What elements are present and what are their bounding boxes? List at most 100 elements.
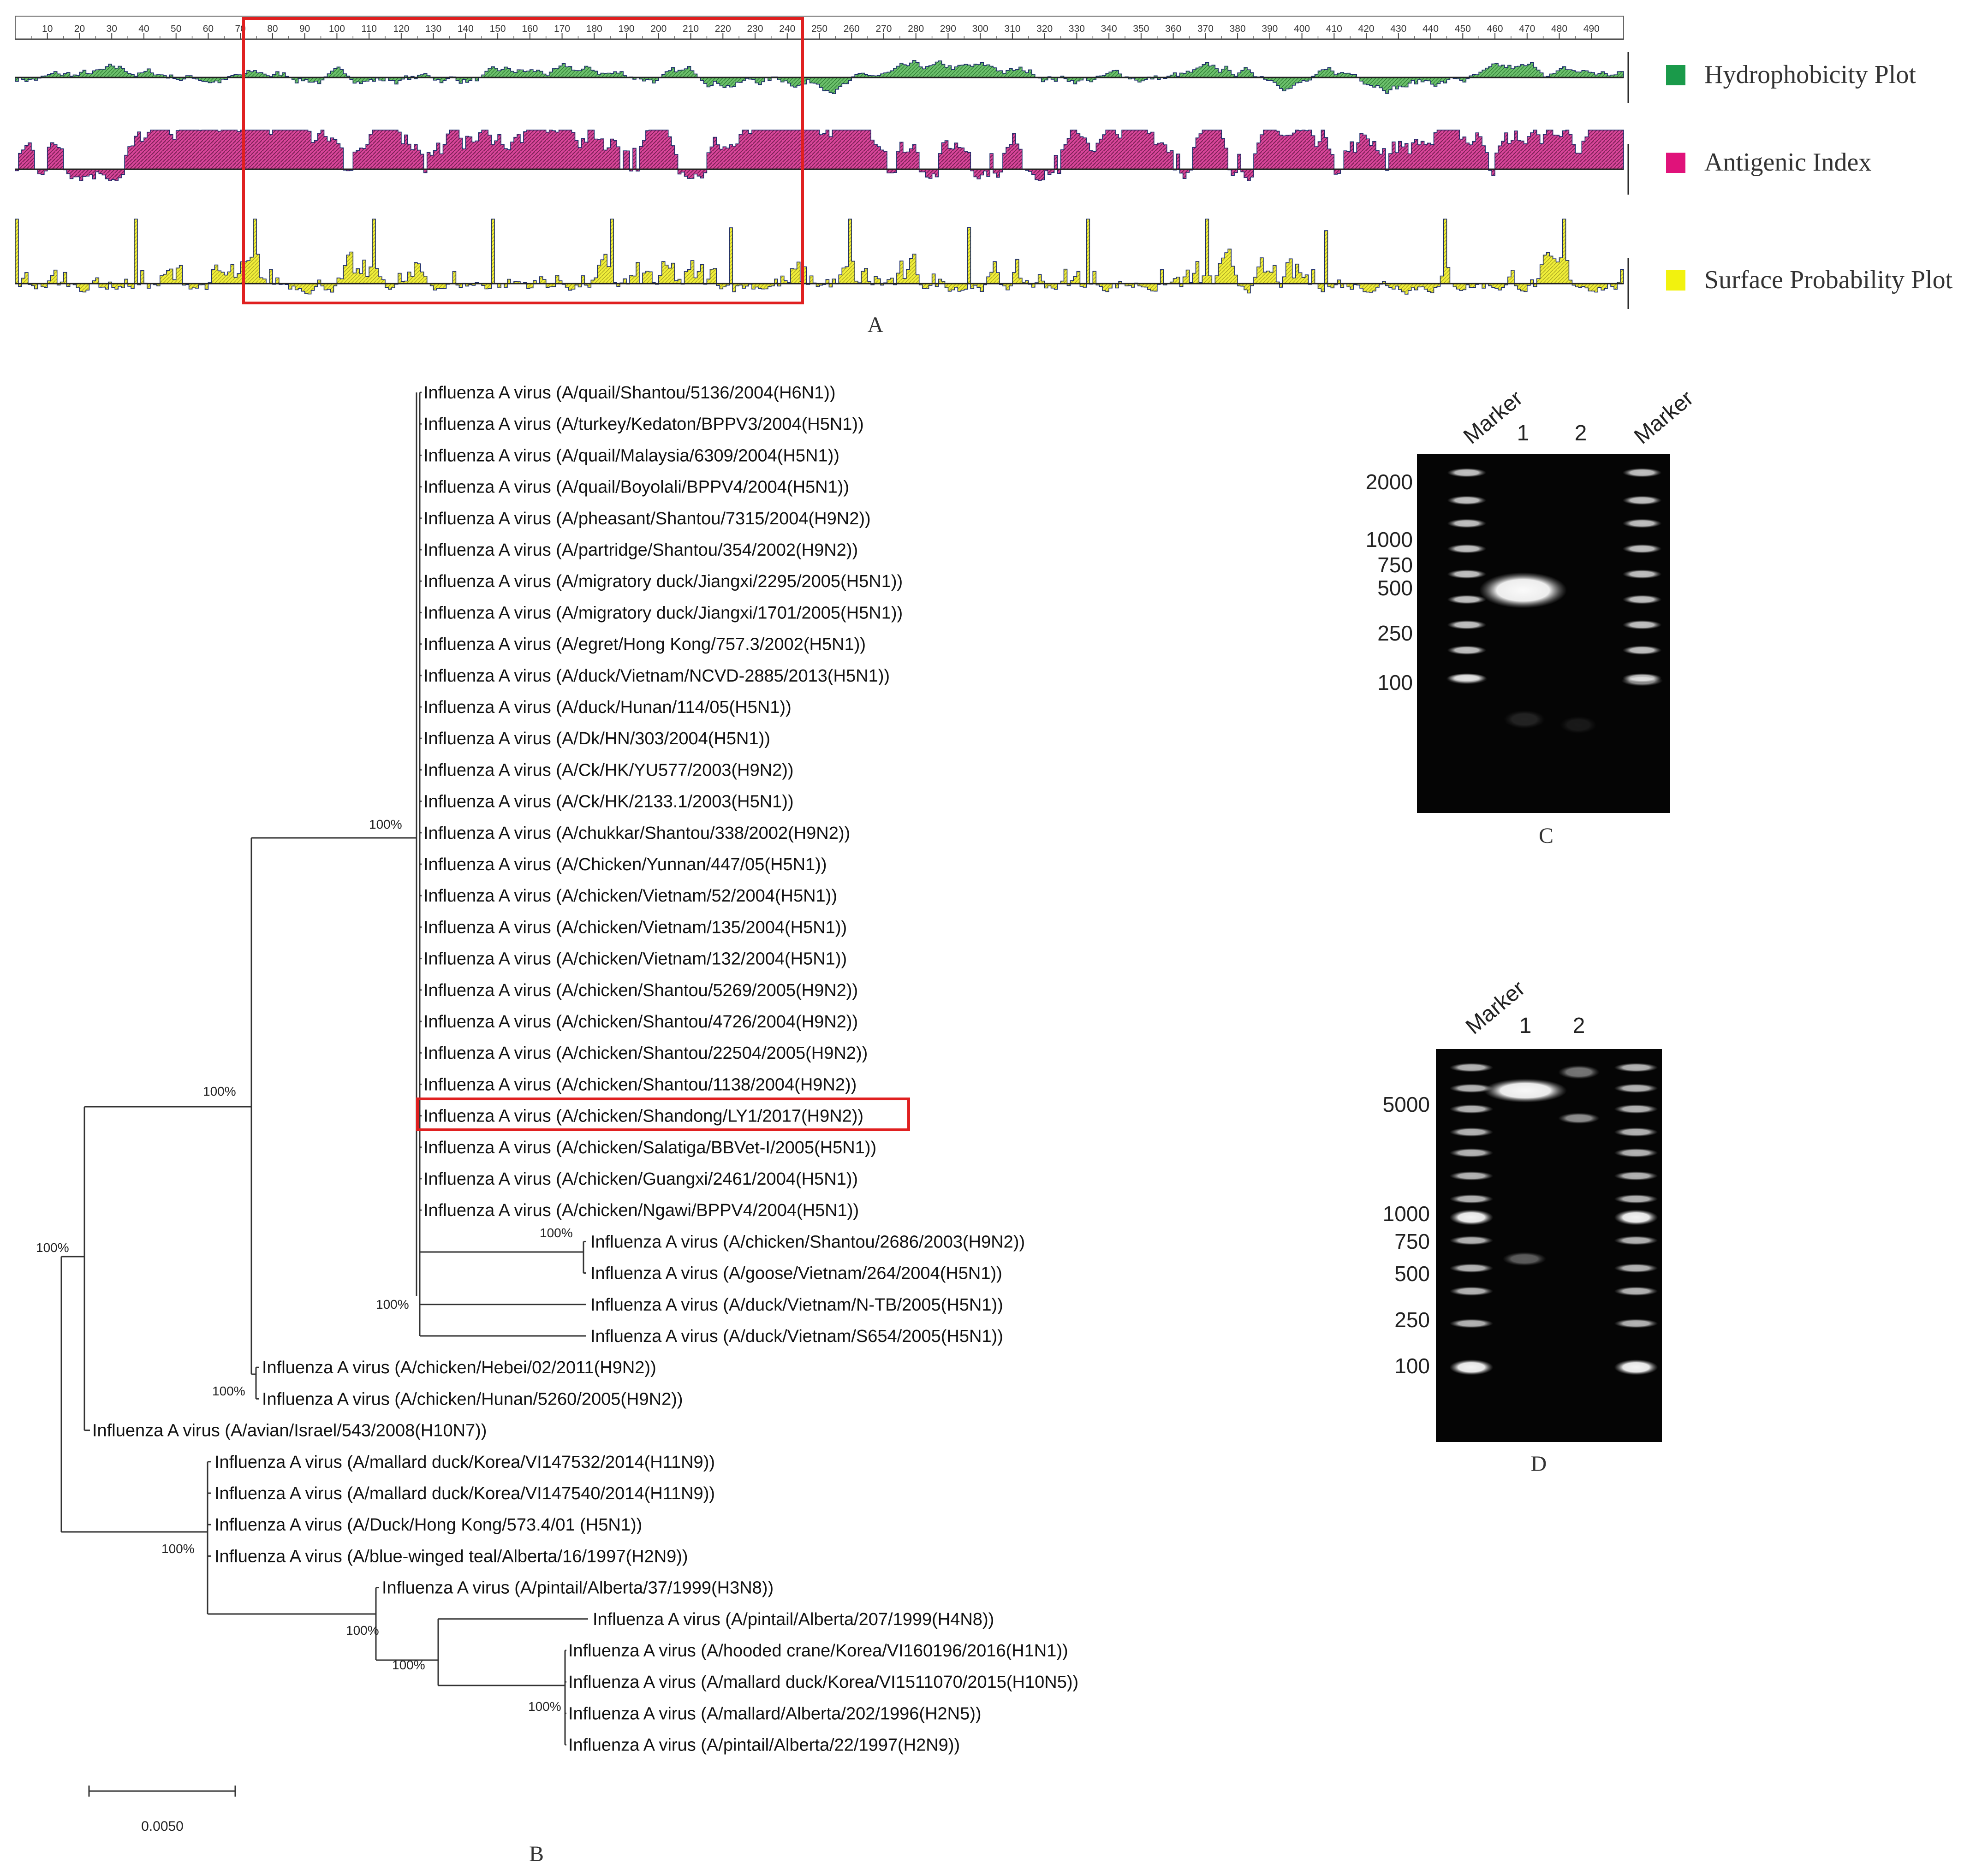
- tree-bootstrap-values: 100% 100% 100% 100% 100% 100% 100% 100% 100% 100%: [36, 817, 573, 1714]
- ruler-tick-label: 360: [1165, 24, 1181, 34]
- highlighted-taxon-box: [416, 1098, 910, 1131]
- taxon-label: Influenza A virus (A/quail/Shantou/5136/…: [423, 383, 836, 403]
- bootstrap-value: 100%: [203, 1084, 236, 1098]
- ladder-band: [1449, 1063, 1494, 1072]
- ruler-tick-label: 50: [171, 24, 181, 34]
- ladder-band: [1449, 1287, 1494, 1296]
- lane-label: 1: [1519, 1014, 1532, 1038]
- taxon-label: Influenza A virus (A/Duck/Hong Kong/573.…: [214, 1515, 642, 1535]
- ruler-tick-label: 400: [1294, 24, 1310, 34]
- taxon-label: Influenza A virus (A/quail/Boyolali/BPPV…: [423, 478, 849, 497]
- taxon-label: Influenza A virus (A/goose/Vietnam/264/2…: [590, 1264, 1002, 1283]
- ladder-band: [1449, 1104, 1494, 1114]
- ladder-band: [1449, 1210, 1494, 1225]
- ladder-band: [1614, 1264, 1658, 1273]
- taxon-label: Influenza A virus (A/chicken/Shantou/472…: [423, 1012, 858, 1032]
- ladder-size-label: 1000: [1366, 528, 1413, 552]
- taxon-label: Influenza A virus (A/duck/Vietnam/S654/2…: [590, 1327, 1003, 1346]
- legend-swatch: [1666, 153, 1685, 173]
- taxon-label: Influenza A virus (A/chicken/Vietnam/132…: [423, 949, 847, 969]
- taxon-label: Influenza A virus (A/mallard duck/Korea/…: [214, 1484, 715, 1503]
- ladder-band: [1449, 1194, 1494, 1204]
- ladder-band: [1447, 519, 1487, 528]
- taxon-label: Influenza A virus (A/partridge/Shantou/3…: [423, 540, 858, 560]
- ladder-band: [1449, 1236, 1494, 1245]
- ruler-tick-label: 90: [299, 24, 310, 34]
- ruler-tick-label: 240: [779, 24, 795, 34]
- ladder-band: [1614, 1127, 1658, 1137]
- bootstrap-value: 100%: [212, 1384, 245, 1398]
- ruler-tick-label: 30: [107, 24, 117, 34]
- lane-label: 1: [1517, 421, 1530, 445]
- ladder-band: [1622, 468, 1662, 477]
- ladder-size-label: 250: [1394, 1308, 1430, 1332]
- ladder-band: [1622, 519, 1662, 528]
- ruler-tick-label: 340: [1101, 24, 1117, 34]
- ladder-band: [1614, 1148, 1658, 1157]
- gel-c-image: [1417, 454, 1670, 813]
- ruler-tick-label: 220: [715, 24, 731, 34]
- ladder-band: [1614, 1210, 1658, 1225]
- taxon-label: Influenza A virus (A/pintail/Alberta/22/…: [568, 1736, 960, 1755]
- ruler-tick-label: 290: [940, 24, 956, 34]
- ruler-tick-label: 80: [267, 24, 278, 34]
- taxon-label: Influenza A virus (A/mallard duck/Korea/…: [214, 1453, 715, 1472]
- taxon-label: Influenza A virus (A/chicken/Shantou/113…: [423, 1075, 857, 1094]
- ruler-tick-label: 310: [1004, 24, 1020, 34]
- ruler-tick-label: 480: [1551, 24, 1567, 34]
- ruler-tick-label: 190: [619, 24, 635, 34]
- taxon-label: Influenza A virus (A/chicken/Vietnam/135…: [423, 918, 847, 937]
- ladder-size-label: 2000: [1366, 470, 1413, 494]
- ladder-band: [1622, 595, 1662, 604]
- ruler-tick-label: 280: [908, 24, 924, 34]
- taxon-label: Influenza A virus (A/Ck/HK/2133.1/2003(H…: [423, 792, 794, 812]
- taxon-label: Influenza A virus (A/chicken/Vietnam/52/…: [423, 886, 837, 906]
- taxon-label: Influenza A virus (A/pintail/Alberta/207…: [593, 1610, 994, 1629]
- tree-taxa: Influenza A virus (A/quail/Shantou/5136/…: [92, 383, 1078, 1755]
- pcr-product-band: [1479, 572, 1567, 608]
- ruler-tick-label: 350: [1133, 24, 1149, 34]
- ruler-tick-label: 210: [683, 24, 699, 34]
- taxon-label: Influenza A virus (A/duck/Vietnam/N-TB/2…: [590, 1295, 1003, 1315]
- ladder-band: [1622, 544, 1662, 553]
- ladder-band: [1449, 1127, 1494, 1137]
- taxon-label: Influenza A virus (A/chicken/Hebei/02/20…: [262, 1358, 656, 1377]
- ladder-size-label: 500: [1394, 1262, 1430, 1286]
- taxon-label: Influenza A virus (A/pintail/Alberta/37/…: [382, 1578, 774, 1598]
- bootstrap-value: 100%: [369, 817, 402, 831]
- ladder-band: [1614, 1171, 1658, 1181]
- ruler-tick-label: 140: [458, 24, 474, 34]
- taxon-label: Influenza A virus (A/avian/Israel/543/20…: [92, 1421, 487, 1441]
- ladder-size-label: 500: [1377, 576, 1413, 600]
- taxon-label: Influenza A virus (A/migratory duck/Jian…: [423, 572, 903, 591]
- antigenic-index-profile: [15, 130, 1624, 181]
- ladder-band: [1449, 1084, 1494, 1093]
- ladder-band: [1614, 1104, 1658, 1114]
- ruler-tick-label: 380: [1230, 24, 1246, 34]
- taxon-label: Influenza A virus (A/chicken/Shantou/268…: [590, 1232, 1025, 1252]
- ruler-tick-label: 170: [554, 24, 570, 34]
- ladder-size-label: 750: [1377, 553, 1413, 577]
- bootstrap-value: 100%: [392, 1658, 425, 1672]
- ladder-size-label: 100: [1377, 670, 1413, 694]
- ruler-tick-label: 490: [1583, 24, 1600, 34]
- ladder-size-label: 5000: [1383, 1092, 1430, 1116]
- taxon-label: Influenza A virus (A/duck/Vietnam/NCVD-2…: [423, 666, 890, 686]
- ruler-tick-label: 180: [586, 24, 602, 34]
- primer-dimer-smear: [1504, 710, 1545, 729]
- ruler-tick-label: 200: [650, 24, 667, 34]
- taxon-label: Influenza A virus (A/pheasant/Shantou/73…: [423, 509, 871, 528]
- taxon-label: Influenza A virus (A/quail/Malaysia/6309…: [423, 446, 839, 465]
- ruler-tick-label: 440: [1423, 24, 1439, 34]
- legend-swatch: [1666, 270, 1685, 291]
- ruler-tick-label: 320: [1036, 24, 1053, 34]
- taxon-label: Influenza A virus (A/duck/Hunan/114/05(H…: [423, 698, 792, 717]
- vector-band: [1558, 1113, 1600, 1124]
- ladder-band: [1449, 1359, 1494, 1375]
- legend-swatch: [1666, 65, 1685, 85]
- lane-label: 2: [1573, 1014, 1585, 1038]
- taxon-label-highlighted: Influenza A virus (A/chicken/Shandong/LY…: [423, 1107, 863, 1126]
